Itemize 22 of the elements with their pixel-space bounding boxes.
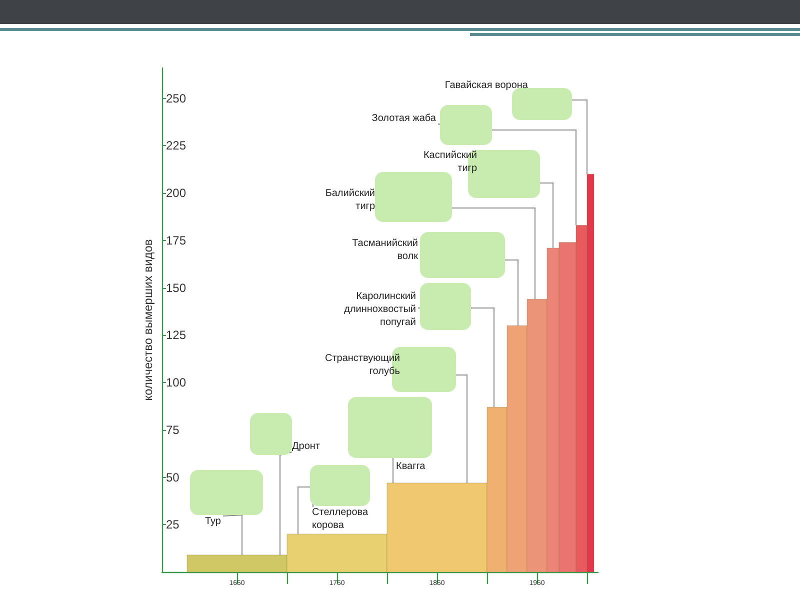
annotation: Тасманийский волк	[352, 238, 418, 262]
y-tick-label: 75	[166, 422, 180, 437]
y-axis-title: количество вымерших видов	[141, 239, 155, 401]
annotation: Каролинский длиннохвостый попугай	[344, 291, 416, 328]
annotation: Гавайская ворона	[444, 80, 528, 91]
y-tick-label: 225	[166, 138, 186, 153]
annotation: Тур	[205, 516, 221, 527]
annotation: Квагга	[396, 461, 426, 472]
y-tick-label: 175	[166, 233, 186, 248]
annotation: Каспийский тигр	[423, 150, 477, 174]
annotation: Дронт	[292, 441, 320, 452]
annotation: Балийский тигр	[325, 188, 375, 212]
y-tick-label: 100	[166, 376, 186, 390]
annotation: Стеллерова корова	[312, 507, 368, 531]
y-tick-label: 50	[166, 470, 180, 484]
y-tick-label: 250	[166, 91, 186, 106]
y-tick-label: 25	[166, 518, 180, 532]
y-tick-label: 200	[166, 186, 186, 200]
y-tick-label: 150	[166, 280, 186, 295]
annotation: Странствующий голубь	[324, 353, 400, 377]
y-tick-label: 125	[166, 328, 186, 342]
annotation: Золотая жаба	[372, 113, 436, 124]
